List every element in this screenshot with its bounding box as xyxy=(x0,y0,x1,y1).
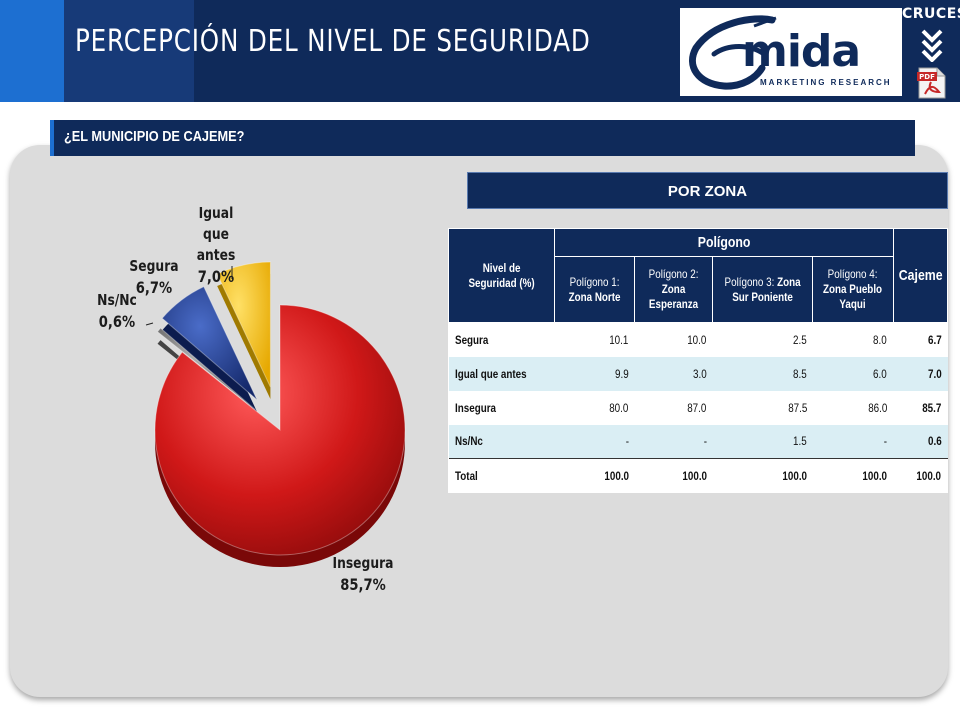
tab-por-zona-label: POR ZONA xyxy=(667,183,748,200)
cell-poligono-1: - xyxy=(554,424,635,459)
pie-label-nsnc-pct: 0,6% xyxy=(98,312,136,331)
pie-label-nsnc: Ns/Nc 0,6% xyxy=(92,290,143,332)
cell-poligono-2: - xyxy=(634,424,713,459)
question-text: ¿EL MUNICIPIO DE CAJEME? xyxy=(64,128,245,145)
row-label: Igual que antes xyxy=(448,356,555,391)
header-poligono-2: Polígono 2: Zona Esperanza xyxy=(634,256,714,323)
cell-poligono-4: 86.0 xyxy=(867,400,888,415)
pie-label-segura-name: Segura xyxy=(129,257,179,275)
pie-label-igual-name: Igual que antes xyxy=(196,204,236,264)
omida-logo: mida MARKETING RESEARCH xyxy=(680,8,902,96)
pie-label-segura: Segura 6,7% xyxy=(124,256,183,298)
logo-swoosh-icon xyxy=(689,15,777,90)
pie-slices xyxy=(145,261,406,567)
logo-wordmark: mida xyxy=(742,26,861,77)
question-bar: ¿EL MUNICIPIO DE CAJEME? xyxy=(50,120,915,156)
header-nivel: Nivel de Seguridad (%) xyxy=(447,228,556,323)
table-row: Ns/Nc - -1.5-0.6 xyxy=(448,424,948,459)
slice-nsnc xyxy=(156,327,256,410)
row-label: Segura xyxy=(454,332,488,347)
svg-text:PDF: PDF xyxy=(919,73,935,81)
table-row: Total 100.0 100.0 100.0 100.0 100.0 xyxy=(448,458,948,493)
header-poligono-4: Polígono 4: Zona Pueblo Yaqui xyxy=(812,256,894,323)
cell-poligono-3: 2.5 xyxy=(793,332,807,347)
cell-poligono-2: 100.0 xyxy=(634,458,713,493)
header-bar: PERCEPCIÓN DEL NIVEL DE SEGURIDAD mida M… xyxy=(0,0,960,102)
logo-subtitle: MARKETING RESEARCH xyxy=(760,78,892,87)
page-title: PERCEPCIÓN DEL NIVEL DE SEGURIDAD xyxy=(75,24,591,59)
cell-poligono-2: 3.0 xyxy=(634,356,713,391)
pie-chart xyxy=(145,261,406,567)
pie-label-insegura: Insegura 85,7% xyxy=(329,553,396,595)
cell-cajeme: 7.0 xyxy=(893,356,948,391)
pie-label-nsnc-name: Ns/Nc xyxy=(97,291,137,309)
header-poligono: Polígono xyxy=(554,228,894,257)
slice-igual xyxy=(216,261,271,388)
tab-por-zona[interactable]: POR ZONA xyxy=(467,172,948,209)
row-label: Insegura xyxy=(454,400,496,415)
table-row: Segura 10.1 10.0 2.5 8.0 6.7 xyxy=(449,323,948,357)
cell-cajeme: 0.6 xyxy=(893,424,948,459)
header-poligono-1: Polígono 1: Zona Norte xyxy=(554,256,636,323)
pdf-icon[interactable]: PDF xyxy=(917,66,947,100)
zone-table: Nivel de Seguridad (%) Polígono Cajeme P… xyxy=(447,228,949,493)
table-row: Insegura 80.0 87.0 87.5 86.0 85.7 xyxy=(449,391,948,425)
cell-cajeme: 85.7 xyxy=(922,400,942,415)
header-poligono-3: Polígono 3: Zona Sur Poniente xyxy=(712,256,814,323)
table-row: Igual que antes 9.9 3.0 8.5 6.0 7.0 xyxy=(448,356,948,391)
chevron-down-icon[interactable] xyxy=(920,28,944,62)
cell-poligono-2: 87.0 xyxy=(687,400,707,415)
cell-poligono-1: 9.9 xyxy=(554,356,635,391)
leader-line-nsnc xyxy=(145,322,154,326)
header-accent-panel xyxy=(64,0,194,102)
cell-cajeme: 100.0 xyxy=(893,458,948,493)
cell-poligono-4: 6.0 xyxy=(812,356,894,391)
cell-poligono-4: 8.0 xyxy=(873,332,888,347)
slice-insegura xyxy=(154,304,406,556)
pie-label-segura-pct: 6,7% xyxy=(135,278,173,297)
cell-poligono-3: 87.5 xyxy=(787,400,807,415)
cell-poligono-2: 10.0 xyxy=(687,332,707,347)
cell-poligono-1: 100.0 xyxy=(554,458,635,493)
cell-poligono-3: 8.5 xyxy=(712,356,813,391)
pie-label-igual: Igual que antes 7,0% xyxy=(183,203,249,287)
cruces-link[interactable]: CRUCES xyxy=(902,6,960,22)
pie-label-igual-pct: 7,0% xyxy=(197,267,235,286)
cell-poligono-3: 100.0 xyxy=(712,458,813,493)
cell-poligono-4: - xyxy=(812,424,894,459)
row-label: Ns/Nc xyxy=(448,424,555,459)
cell-poligono-3: 1.5 xyxy=(712,424,813,459)
row-label: Total xyxy=(448,458,555,493)
pie-label-insegura-name: Insegura xyxy=(332,554,394,572)
header-accent-stripe xyxy=(0,0,64,102)
cell-poligono-1: 80.0 xyxy=(609,400,629,415)
slice-segura xyxy=(161,285,258,401)
cell-poligono-1: 10.1 xyxy=(609,332,629,347)
header-cajeme: Cajeme xyxy=(892,228,949,323)
cell-cajeme: 6.7 xyxy=(927,332,942,347)
cell-poligono-4: 100.0 xyxy=(812,458,894,493)
pie-label-insegura-pct: 85,7% xyxy=(340,575,386,594)
